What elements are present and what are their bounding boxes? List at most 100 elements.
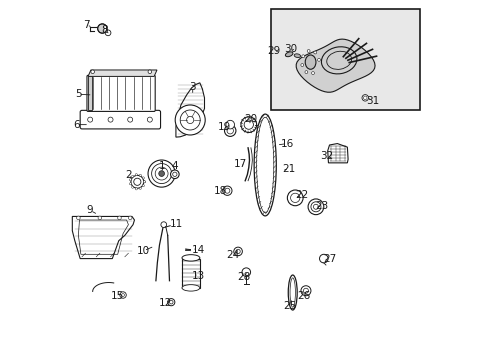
Circle shape	[241, 117, 256, 132]
Circle shape	[135, 174, 137, 176]
Text: 16: 16	[280, 139, 293, 149]
Ellipse shape	[305, 55, 315, 69]
Circle shape	[225, 120, 234, 129]
Text: 29: 29	[266, 46, 280, 56]
Circle shape	[155, 167, 168, 180]
Text: 10: 10	[137, 246, 150, 256]
Text: 18: 18	[213, 186, 226, 197]
Circle shape	[363, 96, 366, 100]
Text: 31: 31	[365, 96, 378, 106]
Circle shape	[301, 55, 304, 58]
Circle shape	[311, 72, 314, 75]
Circle shape	[306, 50, 309, 53]
Bar	[182, 258, 200, 288]
Circle shape	[148, 70, 151, 73]
Polygon shape	[327, 144, 347, 163]
Circle shape	[319, 254, 327, 263]
Circle shape	[242, 268, 250, 276]
Circle shape	[175, 105, 205, 135]
Circle shape	[313, 204, 318, 209]
Circle shape	[98, 216, 102, 220]
Circle shape	[131, 186, 133, 188]
Circle shape	[139, 187, 141, 189]
Ellipse shape	[287, 275, 297, 310]
Text: 1: 1	[159, 161, 165, 171]
Circle shape	[167, 298, 175, 306]
Text: 4: 4	[171, 161, 178, 171]
Ellipse shape	[254, 114, 276, 216]
Text: 19: 19	[217, 122, 230, 132]
Circle shape	[186, 116, 193, 123]
FancyBboxPatch shape	[87, 75, 155, 111]
Circle shape	[169, 300, 173, 304]
Ellipse shape	[182, 255, 200, 261]
Text: 12: 12	[158, 298, 171, 308]
Circle shape	[77, 216, 80, 220]
Circle shape	[151, 163, 171, 184]
Circle shape	[361, 95, 367, 101]
Text: 7: 7	[83, 19, 90, 30]
Text: 22: 22	[294, 190, 307, 200]
Circle shape	[224, 125, 235, 136]
Text: 20: 20	[244, 113, 257, 123]
Circle shape	[134, 178, 141, 185]
Circle shape	[233, 247, 242, 256]
Circle shape	[313, 51, 316, 54]
Circle shape	[235, 249, 240, 253]
Circle shape	[91, 70, 94, 73]
Text: 27: 27	[322, 254, 335, 264]
Circle shape	[305, 71, 307, 73]
Circle shape	[143, 181, 145, 183]
Text: 30: 30	[283, 44, 296, 54]
Circle shape	[129, 183, 131, 185]
Circle shape	[108, 117, 113, 122]
Circle shape	[161, 222, 166, 228]
Text: 23: 23	[315, 201, 328, 211]
Circle shape	[143, 181, 145, 183]
Circle shape	[98, 24, 107, 33]
Ellipse shape	[289, 278, 295, 307]
Circle shape	[307, 199, 323, 215]
Circle shape	[303, 288, 308, 293]
Circle shape	[87, 117, 93, 122]
Circle shape	[287, 190, 303, 206]
Ellipse shape	[294, 54, 300, 58]
Circle shape	[128, 216, 132, 220]
Circle shape	[290, 193, 299, 203]
Text: 14: 14	[191, 245, 204, 255]
Bar	[271, 9, 419, 111]
Polygon shape	[72, 216, 134, 258]
Circle shape	[142, 177, 144, 179]
Circle shape	[131, 175, 133, 177]
Text: 3: 3	[189, 82, 196, 92]
Circle shape	[120, 292, 126, 298]
Circle shape	[224, 188, 229, 193]
Text: 32: 32	[319, 151, 333, 161]
Text: 26: 26	[296, 291, 309, 301]
Circle shape	[172, 172, 177, 176]
Polygon shape	[296, 39, 374, 92]
Polygon shape	[88, 70, 157, 76]
Text: 25: 25	[283, 301, 296, 311]
FancyBboxPatch shape	[80, 111, 160, 129]
Circle shape	[244, 120, 253, 129]
Text: 11: 11	[170, 219, 183, 229]
Text: 2: 2	[125, 170, 131, 180]
Circle shape	[226, 127, 233, 134]
Text: 13: 13	[192, 271, 205, 282]
Circle shape	[135, 188, 137, 190]
Text: 8: 8	[101, 25, 107, 35]
Circle shape	[105, 30, 111, 36]
Circle shape	[142, 185, 144, 187]
Ellipse shape	[182, 285, 200, 291]
Circle shape	[122, 294, 124, 296]
Polygon shape	[176, 83, 204, 137]
Circle shape	[300, 286, 310, 296]
Text: 6: 6	[73, 120, 80, 130]
Circle shape	[148, 160, 175, 187]
Ellipse shape	[285, 52, 292, 57]
Circle shape	[222, 186, 231, 195]
Polygon shape	[88, 76, 91, 111]
Text: 15: 15	[111, 291, 124, 301]
Text: 5: 5	[75, 89, 81, 99]
